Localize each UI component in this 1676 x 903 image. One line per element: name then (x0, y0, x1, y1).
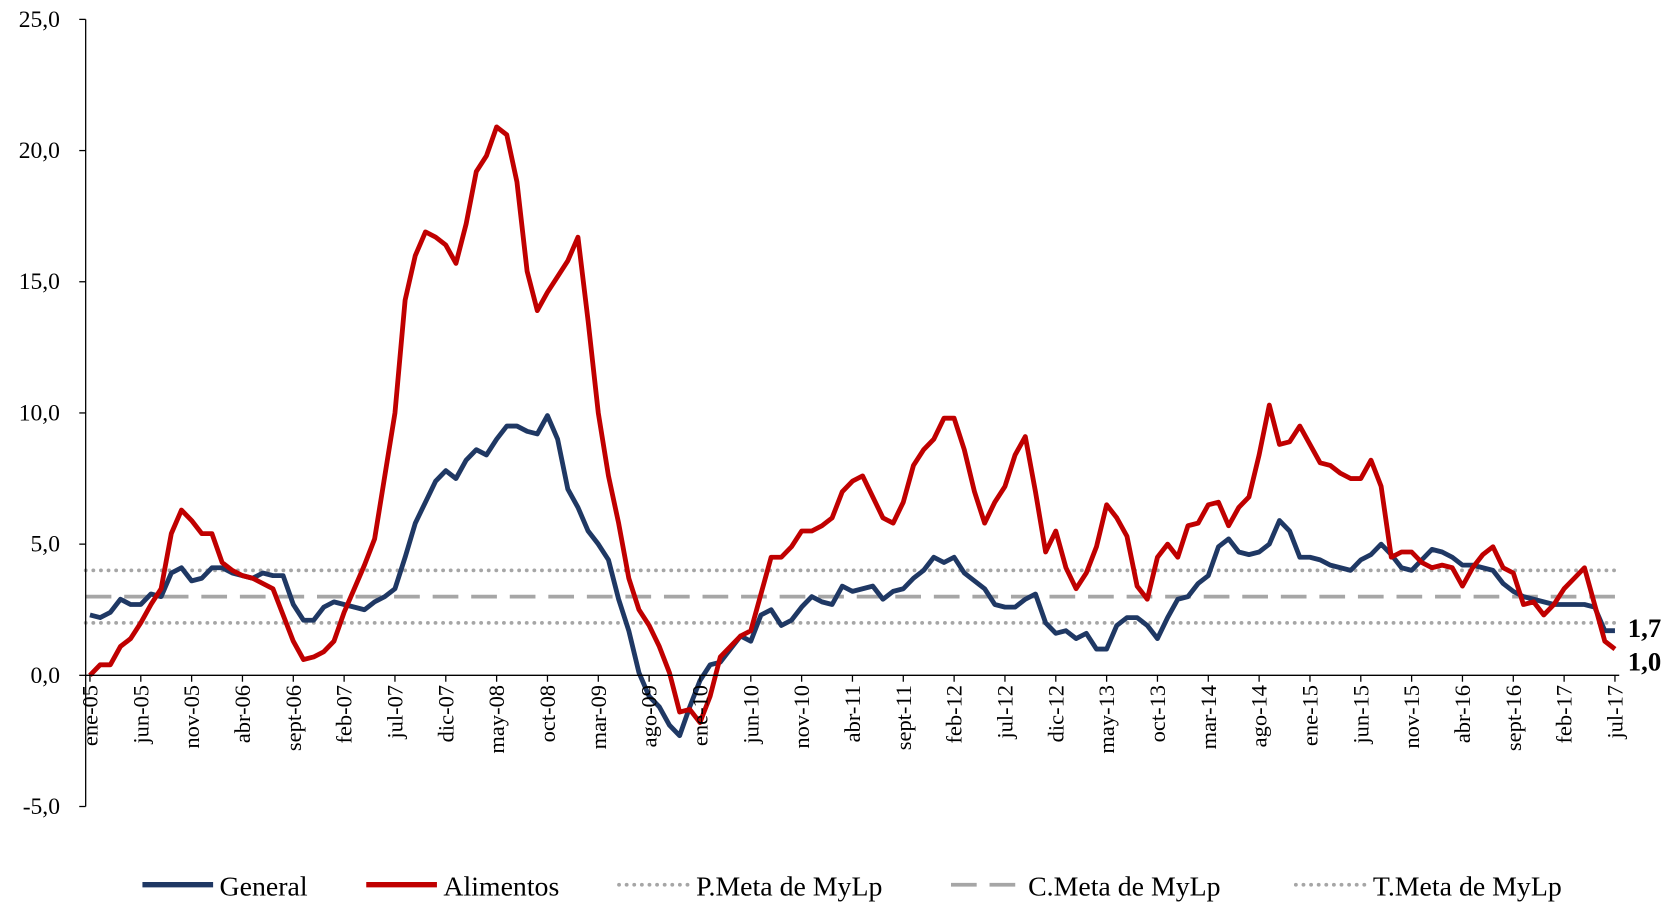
y-tick-label: 0,0 (31, 663, 60, 689)
legend-label: Alimentos (443, 871, 559, 902)
legend-label: General (220, 871, 308, 902)
end-label: 1,7 (1628, 613, 1661, 643)
x-tick-label: may-13 (1094, 685, 1119, 754)
x-tick-label: sept-06 (281, 685, 306, 751)
legend-label: T.Meta de MyLp (1373, 871, 1562, 902)
x-tick-label: abr-06 (230, 685, 255, 743)
y-tick-label: 20,0 (19, 138, 60, 164)
x-tick-label: may-08 (484, 685, 509, 754)
x-tick-label: ene-05 (77, 685, 102, 746)
x-tick-label: oct-08 (535, 685, 560, 742)
x-tick-label: mar-14 (1196, 685, 1221, 749)
x-tick-label: jun-05 (128, 685, 153, 745)
y-tick-label: 5,0 (31, 532, 60, 558)
y-tick-label: 10,0 (19, 400, 60, 426)
series-line (88, 124, 1617, 725)
axes: -5,0 0,0 5,0 10,0 15,0 20,0 25,0 ene-05 jun-05 no… (19, 7, 1628, 820)
x-tick-label: ago-14 (1247, 685, 1272, 747)
x-tick-label: jul-17 (1602, 685, 1627, 740)
x-tick-label: jun-15 (1348, 685, 1373, 745)
x-tick-label: feb-07 (332, 685, 357, 744)
x-tick-label: abr-11 (840, 685, 865, 742)
x-tick-label: abr-16 (1450, 685, 1475, 743)
x-tick-label: nov-05 (179, 685, 204, 749)
x-tick-label: ene-10 (687, 685, 712, 746)
series-line (89, 413, 1615, 739)
x-tick-label: mar-09 (586, 685, 611, 749)
x-tick-label: sept-11 (891, 685, 916, 750)
x-tick-label: oct-13 (1145, 685, 1170, 742)
x-tick-label: sept-16 (1501, 685, 1526, 751)
x-tick-label: nov-15 (1399, 685, 1424, 749)
lines: 1,71,0 (88, 124, 1661, 739)
x-tick-label: feb-12 (942, 685, 967, 744)
y-tick-label: 15,0 (19, 269, 60, 295)
x-tick-label: dic-07 (433, 685, 458, 742)
x-tick-label: ene-15 (1297, 685, 1322, 746)
legend-label: P.Meta de MyLp (696, 871, 882, 902)
legend-label: C.Meta de MyLp (1028, 871, 1220, 902)
y-tick-label: -5,0 (23, 794, 60, 820)
end-label: 1,0 (1628, 647, 1661, 677)
reference-lines (83, 568, 1622, 625)
x-tick-label: jun-10 (738, 685, 763, 745)
legend: General Alimentos P.Meta de MyLp C.Meta de … (142, 871, 1562, 902)
x-tick-label: nov-10 (789, 685, 814, 749)
x-tick-label: jul-07 (382, 685, 407, 740)
x-tick-label: ago-09 (637, 685, 662, 747)
x-tick-label: dic-12 (1043, 685, 1068, 742)
y-tick-label: 25,0 (19, 7, 60, 33)
x-tick-label: feb-17 (1552, 685, 1577, 744)
x-tick-label: jul-12 (992, 685, 1017, 740)
